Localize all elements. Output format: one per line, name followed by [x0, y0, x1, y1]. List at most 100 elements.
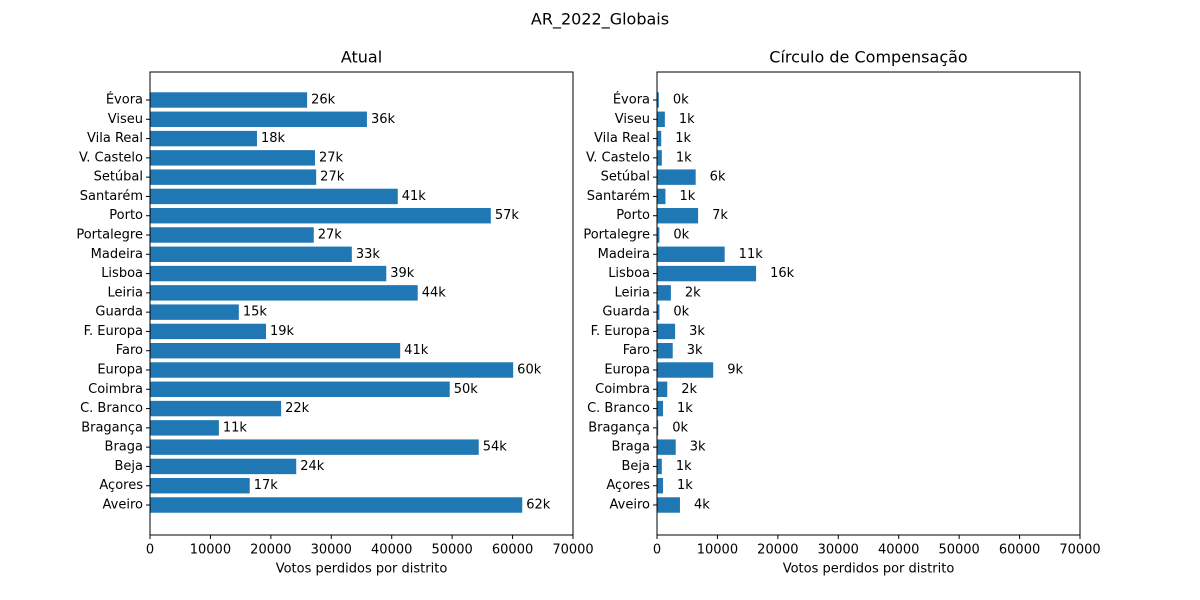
x-tick-label: 30000 — [818, 543, 859, 558]
y-tick-label: C. Branco — [80, 401, 143, 416]
value-label: 2k — [681, 382, 697, 397]
bar — [150, 304, 239, 320]
y-tick-label: Coimbra — [88, 382, 143, 397]
y-tick-label: Braga — [612, 440, 650, 455]
y-tick-label: Évora — [613, 92, 650, 108]
value-label: 6k — [710, 170, 726, 185]
y-tick-label: Madeira — [91, 247, 143, 262]
y-tick-label: Bragança — [588, 420, 650, 435]
y-tick-label: Europa — [97, 363, 143, 378]
value-label: 41k — [404, 343, 429, 358]
value-label: 0k — [673, 228, 689, 243]
bar — [150, 400, 282, 417]
value-label: 24k — [300, 459, 325, 474]
bar — [657, 130, 662, 147]
bar — [657, 381, 668, 397]
bar — [150, 362, 514, 378]
y-tick-label: Coimbra — [595, 382, 650, 397]
bar — [657, 227, 660, 243]
x-tick-label: 30000 — [311, 543, 352, 558]
bar — [150, 246, 352, 262]
y-tick-label: Leiria — [614, 285, 650, 300]
y-tick-label: Beja — [115, 459, 144, 474]
bar — [150, 381, 450, 397]
value-label: 0k — [673, 305, 689, 320]
value-label: 11k — [739, 247, 764, 262]
bar — [657, 150, 662, 166]
bar — [657, 208, 699, 224]
y-tick-label: Faro — [116, 343, 143, 358]
y-tick-label: Évora — [106, 92, 143, 108]
bar — [657, 420, 659, 436]
value-label: 44k — [422, 285, 447, 300]
y-tick-label: Setúbal — [94, 170, 143, 185]
value-label: 62k — [526, 498, 551, 513]
bar — [657, 458, 662, 475]
bar — [150, 265, 387, 282]
x-tick-label: 40000 — [371, 543, 412, 558]
value-label: 26k — [311, 93, 336, 108]
x-tick-label: 60000 — [492, 543, 533, 558]
value-label: 0k — [673, 93, 689, 108]
axes-frame — [656, 71, 1081, 536]
y-tick-label: Viseu — [108, 112, 143, 127]
y-tick-label: V. Castelo — [79, 150, 143, 165]
value-label: 27k — [320, 170, 345, 185]
y-tick-label: Leiria — [107, 285, 143, 300]
x-tick-label: 70000 — [1059, 543, 1100, 558]
bar — [657, 478, 664, 494]
value-label: 1k — [677, 401, 693, 416]
bar — [150, 169, 317, 185]
bar — [657, 111, 665, 127]
y-tick-label: Porto — [109, 208, 143, 223]
x-tick-label: 0 — [146, 543, 154, 558]
y-tick-label: Portalegre — [583, 228, 650, 243]
x-tick-label: 10000 — [697, 543, 738, 558]
y-tick-label: Porto — [616, 208, 650, 223]
x-axis-label: Votos perdidos por distrito — [783, 562, 955, 577]
y-tick-label: Lisboa — [608, 266, 650, 281]
value-label: 9k — [727, 363, 743, 378]
value-label: 1k — [676, 459, 692, 474]
bar — [657, 188, 666, 205]
y-tick-label: Lisboa — [101, 266, 143, 281]
bar — [657, 169, 696, 185]
bar — [657, 285, 671, 301]
y-tick-label: Santarém — [80, 189, 143, 204]
bar — [150, 92, 308, 108]
bar — [150, 497, 523, 513]
bar — [150, 227, 314, 243]
bar — [657, 92, 659, 108]
value-label: 11k — [223, 420, 248, 435]
value-label: 18k — [261, 131, 286, 146]
y-tick-label: F. Europa — [84, 324, 143, 339]
x-tick-label: 50000 — [938, 543, 979, 558]
y-tick-label: Faro — [623, 343, 650, 358]
value-label: 60k — [517, 363, 542, 378]
bar — [150, 323, 267, 340]
y-tick-label: Vila Real — [87, 131, 143, 146]
bar — [150, 130, 257, 147]
x-tick-label: 70000 — [552, 543, 593, 558]
bar — [150, 285, 418, 301]
x-tick-label: 60000 — [999, 543, 1040, 558]
x-axis-label: Votos perdidos por distrito — [276, 562, 448, 577]
value-label: 19k — [270, 324, 295, 339]
x-tick-label: 40000 — [878, 543, 919, 558]
bar — [150, 458, 297, 475]
subplot-title: Círculo de Compensação — [769, 48, 967, 67]
bar — [657, 323, 676, 340]
x-tick-label: 0 — [653, 543, 661, 558]
y-tick-label: Santarém — [587, 189, 650, 204]
x-tick-label: 10000 — [190, 543, 231, 558]
value-label: 4k — [694, 498, 710, 513]
bar — [150, 188, 398, 205]
value-label: 16k — [770, 266, 795, 281]
bar — [150, 439, 479, 455]
value-label: 1k — [676, 150, 692, 165]
value-label: 33k — [356, 247, 381, 262]
value-label: 3k — [689, 324, 705, 339]
y-tick-label: Beja — [622, 459, 651, 474]
y-tick-label: C. Branco — [587, 401, 650, 416]
